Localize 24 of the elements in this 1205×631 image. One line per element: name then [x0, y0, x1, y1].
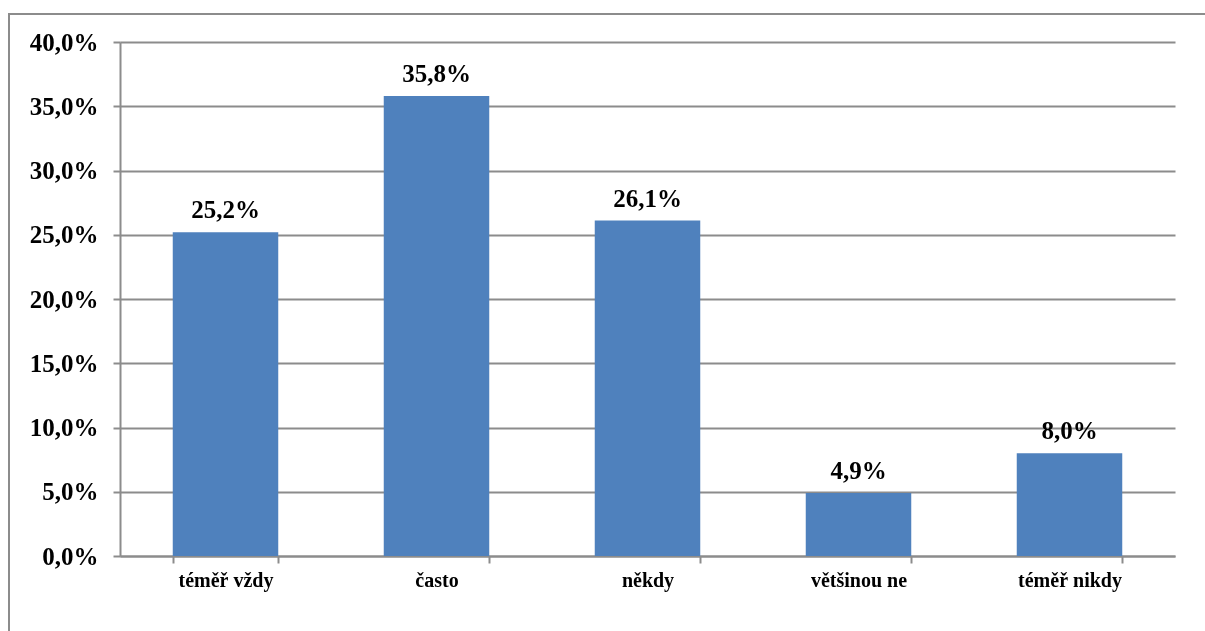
bar [172, 232, 279, 556]
bar [383, 95, 490, 556]
data-label: 35,8% [402, 59, 471, 87]
y-tick-label: 25,0% [29, 221, 99, 249]
y-tick-label: 5,0% [42, 478, 99, 506]
y-tick-label: 20,0% [29, 285, 99, 313]
y-tick-label: 30,0% [29, 157, 99, 184]
x-tick-label: téměř vždy [178, 568, 274, 592]
y-tick-label: 35,0% [29, 92, 99, 120]
bar [1016, 453, 1123, 556]
x-tick-label: někdy [621, 568, 675, 592]
data-label: 8,0% [1041, 417, 1098, 445]
y-tick-label: 40,0% [29, 28, 99, 56]
bar [805, 493, 912, 556]
y-tick-label: 0,0% [42, 542, 99, 570]
x-tick-label: často [415, 568, 459, 591]
data-label: 25,2% [191, 196, 260, 224]
data-label: 4,9% [830, 457, 887, 485]
bar [594, 220, 701, 556]
data-label: 26,1% [613, 184, 682, 212]
y-tick-label: 15,0% [29, 349, 99, 377]
x-tick-label: většinou ne [810, 568, 908, 591]
y-tick-label: 10,0% [29, 414, 99, 441]
x-tick-label: téměř nikdy [1018, 568, 1122, 592]
